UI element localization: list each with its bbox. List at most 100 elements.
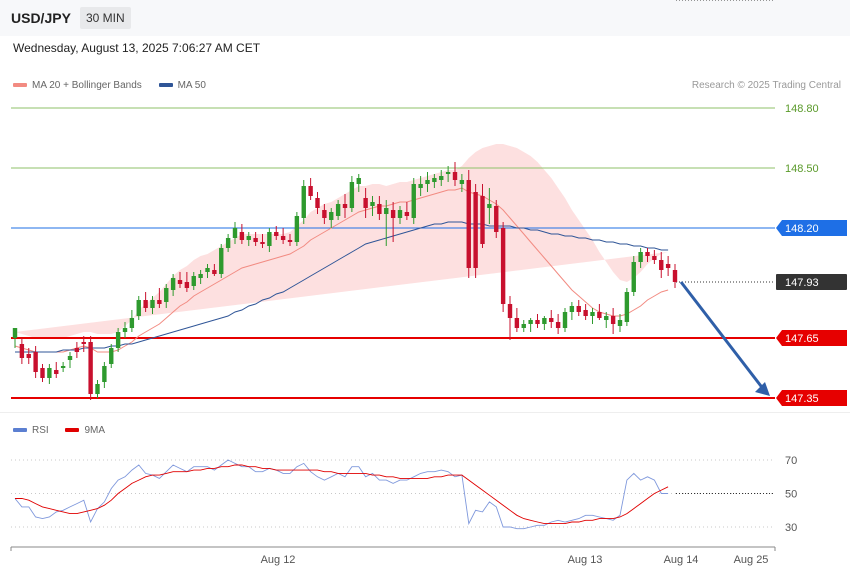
- rsi-tick-label: 50: [785, 489, 797, 501]
- legend-swatch: [13, 83, 27, 88]
- candle-body: [473, 192, 478, 268]
- candle-body: [652, 256, 657, 260]
- candle-body: [129, 318, 135, 328]
- candle-body: [184, 282, 190, 288]
- candle-body: [597, 312, 602, 318]
- ma50-line: [15, 221, 669, 353]
- forecast-arrow-head: [755, 382, 770, 396]
- candle-body: [253, 238, 258, 242]
- legend-label: MA 50: [177, 80, 206, 91]
- candles: [12, 162, 678, 400]
- candle-body: [191, 276, 196, 286]
- header-bar: USD/JPY 30 MIN: [0, 0, 850, 36]
- candle-body: [170, 278, 176, 290]
- level-label: 147.35: [785, 393, 819, 405]
- candle-body: [659, 260, 664, 270]
- candle-body: [480, 196, 485, 244]
- candle-body: [81, 342, 86, 344]
- candle-body: [109, 348, 114, 364]
- candle-body: [363, 198, 368, 208]
- candle-body: [604, 316, 609, 320]
- candle-body: [397, 210, 403, 218]
- candle-body: [232, 228, 238, 238]
- candle-body: [205, 268, 210, 272]
- legend-label: RSI: [32, 425, 49, 436]
- candle-body: [583, 310, 588, 316]
- candle-body: [74, 348, 80, 352]
- legend-label: 9MA: [84, 425, 106, 436]
- candle-body: [274, 232, 279, 236]
- candle-body: [239, 232, 245, 240]
- candle-body: [19, 344, 25, 358]
- candle-body: [638, 252, 643, 262]
- candle-body: [287, 240, 293, 242]
- candle-body: [521, 324, 526, 328]
- candle-body: [569, 306, 575, 312]
- credit-text: Research © 2025 Trading Central: [691, 80, 841, 91]
- candle-body: [322, 210, 327, 218]
- candle-body: [562, 312, 568, 328]
- candle-body: [280, 236, 286, 240]
- candle-body: [576, 306, 581, 312]
- bollinger-band: [15, 144, 669, 338]
- candle-body: [219, 248, 224, 274]
- timeframe-badge[interactable]: 30 MIN: [80, 7, 131, 29]
- candle-body: [267, 232, 272, 246]
- candle-body: [342, 204, 348, 208]
- candle-body: [445, 172, 451, 174]
- forecast-arrow-line: [679, 281, 766, 391]
- candle-body: [610, 316, 616, 324]
- level-label: 147.65: [785, 333, 819, 345]
- candle-body: [411, 184, 416, 218]
- candle-body: [246, 236, 251, 240]
- candle-body: [95, 384, 100, 394]
- candle-body: [315, 198, 320, 208]
- time-tick-label: Aug 14: [664, 554, 699, 566]
- candle-body: [507, 304, 513, 318]
- candle-body: [500, 228, 506, 304]
- rsi-tick-label: 70: [785, 455, 797, 467]
- candle-body: [356, 178, 361, 184]
- candle-body: [157, 300, 162, 304]
- candle-body: [47, 368, 52, 378]
- candle-body: [294, 216, 300, 242]
- time-tick-label: Aug 12: [261, 554, 296, 566]
- candle-body: [212, 270, 217, 274]
- candle-body: [260, 242, 265, 244]
- rsi-ma9-line: [15, 464, 669, 525]
- candle-body: [535, 320, 540, 324]
- candle-body: [466, 180, 471, 268]
- candle-body: [150, 300, 155, 308]
- level-label: 148.80: [785, 103, 819, 115]
- rsi-line: [14, 459, 669, 530]
- legend-label: MA 20 + Bollinger Bands: [32, 80, 142, 91]
- candle-body: [301, 186, 306, 218]
- candle-body: [624, 292, 630, 322]
- candle-body: [122, 328, 128, 332]
- candle-body: [665, 264, 671, 268]
- candle-body: [335, 204, 341, 216]
- rsi-tick-label: 30: [785, 522, 797, 534]
- legend-item-9ma: 9MA: [65, 425, 105, 436]
- candle-body: [329, 212, 334, 220]
- candle-body: [390, 210, 396, 218]
- candle-body: [384, 208, 389, 214]
- support-tag: [776, 330, 847, 346]
- price-legend: MA 20 + Bollinger Bands MA 50: [13, 80, 220, 91]
- legend-swatch: [158, 83, 173, 88]
- candle-body: [645, 252, 650, 256]
- candle-body: [459, 180, 465, 184]
- candle-body: [88, 342, 93, 394]
- candle-body: [60, 366, 66, 368]
- support-tag: [776, 390, 847, 406]
- candle-body: [143, 300, 148, 308]
- candle-body: [67, 356, 73, 360]
- legend-swatch: [65, 428, 80, 433]
- candle-body: [555, 322, 561, 328]
- legend-swatch: [13, 428, 27, 433]
- candle-body: [452, 172, 458, 180]
- candle-body: [439, 176, 444, 180]
- candle-body: [672, 270, 678, 282]
- candle-body: [377, 204, 382, 214]
